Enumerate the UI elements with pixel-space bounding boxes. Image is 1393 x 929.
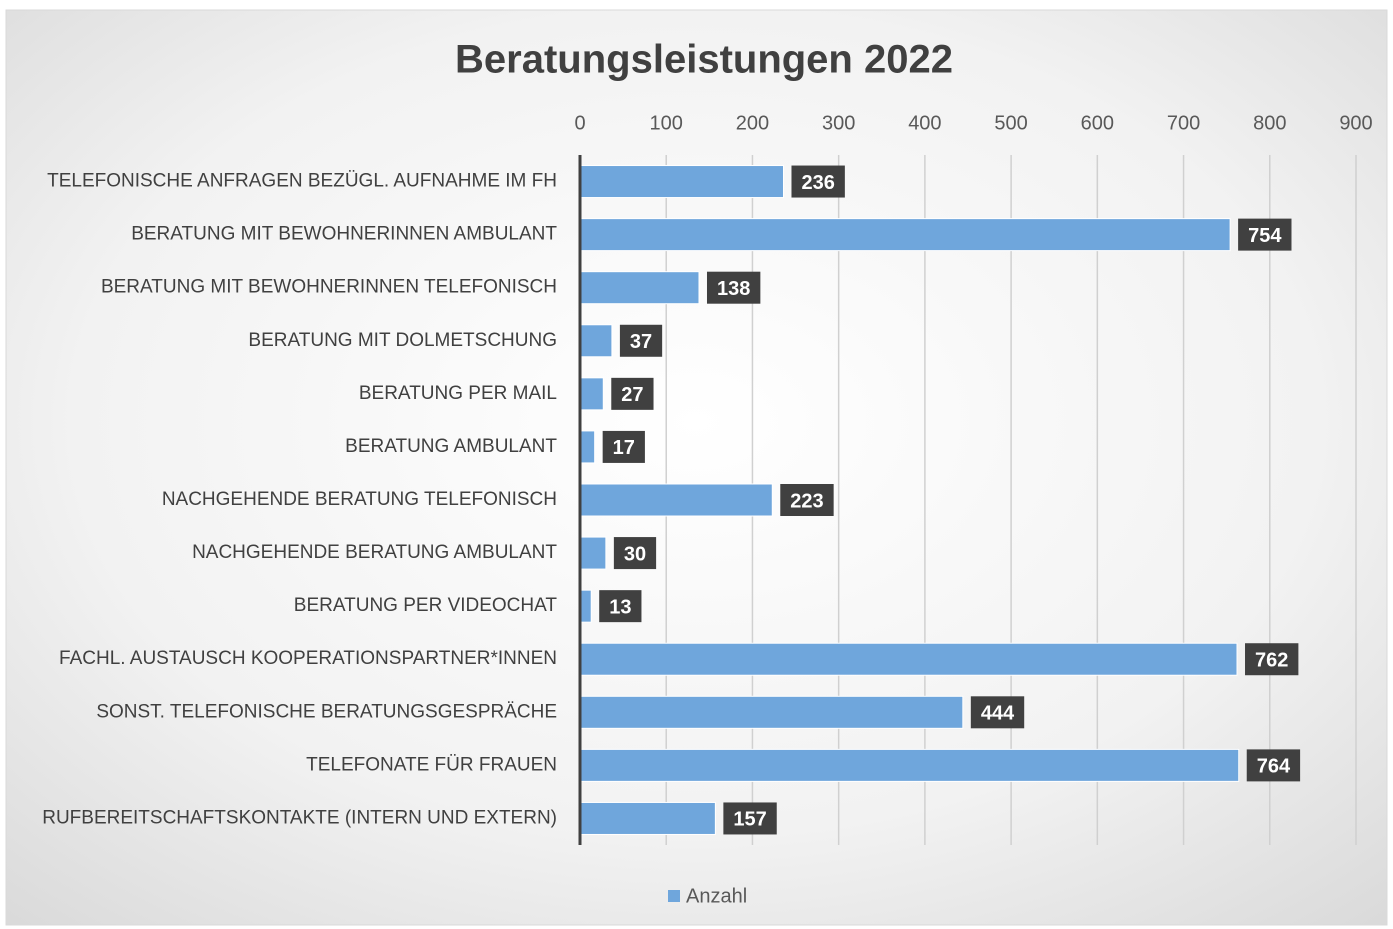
bar xyxy=(579,271,700,305)
data-label: 236 xyxy=(801,172,834,194)
data-label-box xyxy=(611,377,654,410)
data-label-box xyxy=(613,537,657,570)
bar xyxy=(579,430,596,464)
chart-title: Beratungsleistungen 2022 xyxy=(455,38,953,82)
y-tick-label: BERATUNG PER MAIL xyxy=(359,383,557,404)
data-label: 754 xyxy=(1248,225,1282,247)
bar xyxy=(579,536,607,570)
x-tick-label: 200 xyxy=(736,112,769,134)
data-label-box xyxy=(970,696,1025,729)
data-label-box xyxy=(723,802,777,835)
bar xyxy=(579,483,773,517)
legend-swatch xyxy=(668,890,680,902)
y-tick-label: BERATUNG MIT BEWOHNERINNEN AMBULANT xyxy=(131,224,557,245)
y-tick-label: FACHL. AUSTAUSCH KOOPERATIONSPARTNER*INN… xyxy=(59,648,557,669)
data-label: 444 xyxy=(981,703,1015,725)
bar xyxy=(579,589,592,623)
x-tick-label: 700 xyxy=(1167,112,1200,134)
x-tick-label: 500 xyxy=(994,112,1027,134)
x-tick-label: 0 xyxy=(574,112,585,134)
bar xyxy=(579,324,613,358)
data-label: 138 xyxy=(717,278,750,300)
y-tick-label: TELEFONATE FÜR FRAUEN xyxy=(306,754,557,775)
bar xyxy=(579,218,1231,252)
x-tick-label: 400 xyxy=(908,112,941,134)
bar xyxy=(579,748,1240,782)
data-label: 37 xyxy=(630,331,652,353)
y-tick-label: NACHGEHENDE BERATUNG AMBULANT xyxy=(192,542,557,563)
y-tick-label: BERATUNG AMBULANT xyxy=(345,436,557,457)
data-label-box xyxy=(1245,643,1299,676)
y-tick-label: SONST. TELEFONISCHE BERATUNGSGESPRÄCHE xyxy=(96,701,557,722)
y-tick-label: BERATUNG PER VIDEOCHAT xyxy=(294,595,558,616)
data-label: 223 xyxy=(790,490,823,512)
bar xyxy=(579,642,1238,676)
bar xyxy=(579,695,964,729)
data-label: 762 xyxy=(1255,650,1288,672)
y-tick-label: RUFBEREITSCHAFTSKONTAKTE (INTERN UND EXT… xyxy=(42,807,557,828)
data-label-box xyxy=(602,430,645,463)
x-tick-label: 800 xyxy=(1253,112,1286,134)
y-tick-label: TELEFONISCHE ANFRAGEN BEZÜGL. AUFNAHME I… xyxy=(47,171,557,192)
data-label: 13 xyxy=(609,596,631,618)
data-label: 157 xyxy=(733,809,766,831)
data-label: 17 xyxy=(613,437,635,459)
x-tick-label: 600 xyxy=(1081,112,1114,134)
bar xyxy=(579,377,604,411)
chart-background xyxy=(5,9,1388,926)
data-label-box xyxy=(599,590,642,623)
y-tick-label: BERATUNG MIT DOLMETSCHUNG xyxy=(248,330,557,351)
x-tick-label: 100 xyxy=(650,112,683,134)
legend-label: Anzahl xyxy=(686,885,747,907)
data-label: 27 xyxy=(621,384,643,406)
data-label-box xyxy=(619,324,663,357)
x-tick-label: 900 xyxy=(1339,112,1372,134)
data-label: 764 xyxy=(1257,756,1291,778)
y-tick-label: BERATUNG MIT BEWOHNERINNEN TELEFONISCH xyxy=(101,277,557,298)
x-tick-label: 300 xyxy=(822,112,855,134)
data-label: 30 xyxy=(624,543,646,565)
data-label-box xyxy=(780,484,834,516)
bar xyxy=(579,801,716,835)
data-label-box xyxy=(1238,218,1292,251)
y-tick-label: NACHGEHENDE BERATUNG TELEFONISCH xyxy=(162,489,557,510)
data-label-box xyxy=(706,271,761,304)
data-label-box xyxy=(1246,749,1301,782)
bar xyxy=(579,165,784,199)
data-label-box xyxy=(791,165,845,198)
